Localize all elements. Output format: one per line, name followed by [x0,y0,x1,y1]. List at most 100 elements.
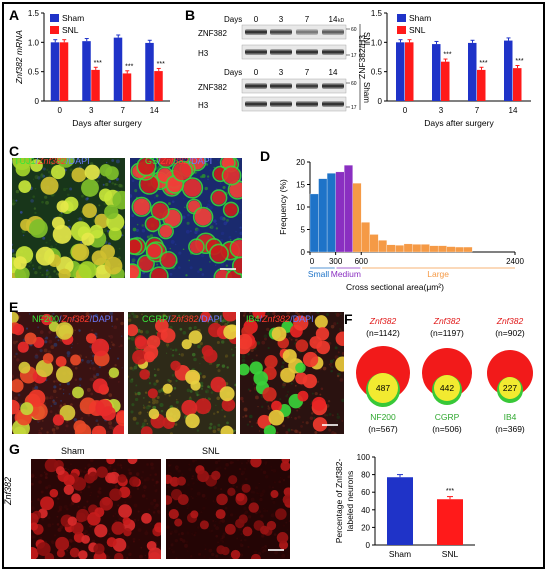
tissue-speckle [98,487,102,491]
tissue-speckle [32,178,35,180]
tissue-speckle [71,317,75,321]
neuron-cell [108,367,120,378]
tissue-speckle [191,497,194,500]
significance-label: *** [125,63,133,70]
tissue-speckle [41,200,44,204]
blot-day-label: 3 [279,15,284,24]
x-tick-label: 14 [509,106,518,115]
tissue-speckle [190,496,192,498]
tissue-speckle [153,484,156,487]
tissue-speckle [174,538,178,543]
neuron-cell [91,250,107,266]
tissue-speckle [149,501,154,506]
tissue-speckle [105,161,108,164]
tissue-speckle [140,546,143,549]
neuron-ring [130,237,147,256]
histogram-bin [369,234,379,253]
blot-row-label: ZNF382 [198,83,227,92]
tissue-speckle [141,313,143,316]
tissue-speckle [58,387,62,391]
tissue-speckle [108,335,110,337]
tissue-speckle [250,497,255,502]
tissue-speckle [238,468,242,471]
tissue-speckle [57,510,60,513]
tissue-speckle [175,557,178,559]
tissue-speckle [305,315,310,319]
tissue-speckle [125,545,130,550]
tissue-speckle [213,524,217,527]
tissue-speckle [96,180,99,183]
tissue-speckle [240,378,242,380]
tissue-speckle [50,345,55,350]
legend-label-sham: Sham [409,13,431,23]
tissue-speckle [49,239,52,242]
y-tick-label: 1.0 [28,38,40,47]
neuron-cell [252,312,266,319]
neuron-cell [147,244,161,258]
neuron-cell [241,483,251,493]
micrograph-label: IB4/Znf382/DAPI [246,314,314,324]
tissue-speckle [326,414,329,417]
tissue-speckle [171,373,175,377]
tissue-speckle [224,467,227,470]
tissue-speckle [196,491,201,496]
neuron-cell [71,167,87,183]
tissue-speckle [12,374,15,379]
tissue-speckle [331,414,334,417]
tissue-speckle [30,199,34,203]
tissue-speckle [145,477,150,481]
tissue-speckle [243,407,248,412]
neuron-cell [250,459,262,468]
neuron-ring [171,160,193,182]
tissue-speckle [166,504,168,507]
neuron-cell [190,510,199,519]
tissue-speckle [133,365,138,370]
tissue-speckle [39,330,44,334]
y-tick-label: 1.5 [371,9,383,18]
tissue-speckle [287,428,291,432]
bar-sham [50,42,60,101]
tissue-speckle [247,353,250,356]
tissue-speckle [66,187,68,190]
neuron-cell [63,474,75,487]
y-axis-label: Percentage of Znf382-labeled neurons [334,459,355,544]
tissue-speckle [221,519,225,523]
tissue-speckle [72,539,75,543]
tissue-speckle [332,425,334,427]
neuron-cell [36,542,51,557]
tissue-speckle [130,336,135,341]
tissue-speckle [44,195,48,199]
tissue-speckle [266,400,269,403]
neuron-cell [271,400,282,412]
tissue-speckle [132,537,136,541]
neuron-cell [12,312,19,324]
tissue-speckle [39,271,41,274]
tissue-speckle [171,317,174,320]
tissue-speckle [173,529,178,534]
tissue-speckle [204,544,206,546]
tissue-speckle [226,366,229,369]
tissue-speckle [244,414,248,418]
tissue-speckle [280,476,282,479]
tissue-speckle [116,357,120,360]
neuron-cell [106,537,117,548]
neuron-cell [52,224,72,244]
tissue-speckle [197,270,200,273]
tissue-speckle [90,351,93,354]
tissue-speckle [173,386,177,390]
tissue-speckle [84,529,88,534]
tissue-speckle [336,413,339,416]
neuron-cell [44,459,59,473]
tissue-speckle [217,158,220,162]
tissue-speckle [290,338,293,341]
tissue-speckle [126,556,129,559]
tissue-speckle [251,425,253,428]
neuron-cell [223,324,236,340]
blot-row-label: ZNF382 [198,29,227,38]
tissue-speckle [146,497,148,500]
tissue-speckle [294,429,298,433]
tissue-speckle [202,555,206,558]
y-axis-label: Znf382 mRNA [14,30,24,85]
tissue-speckle [170,239,175,244]
tissue-speckle [216,410,220,414]
